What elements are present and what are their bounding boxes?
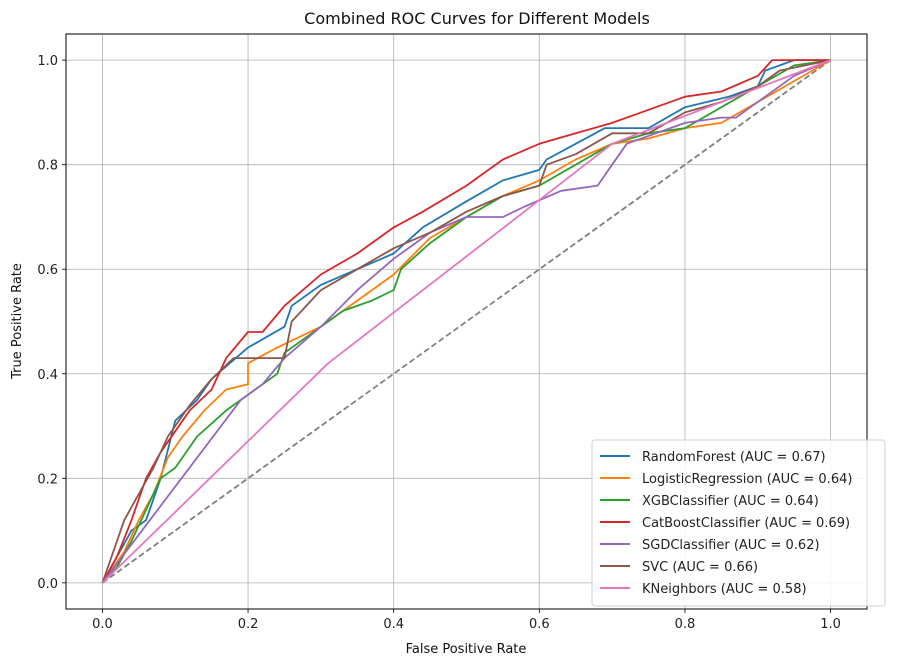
chart-title: Combined ROC Curves for Different Models	[304, 9, 650, 28]
y-tick-label: 0.6	[37, 263, 58, 278]
chance-diagonal-line	[101, 59, 832, 584]
series-lines	[101, 59, 832, 584]
y-tick-label: 0.0	[37, 577, 58, 592]
y-tick-label: 0.4	[37, 368, 58, 383]
x-tick-label: 0.6	[529, 617, 550, 632]
x-tick-label: 0.4	[383, 617, 404, 632]
series-line-sgdclassifier	[101, 59, 831, 584]
x-axis-label: False Positive Rate	[406, 642, 527, 657]
series-line-randomforest	[101, 59, 831, 584]
x-ticks: 0.0 0.2 0.4 0.6 0.8 1.0	[92, 609, 841, 632]
legend: RandomForest (AUC = 0.67) LogisticRegress…	[591, 439, 886, 607]
grid	[66, 34, 867, 609]
x-tick-label: 0.0	[92, 617, 113, 632]
y-axis-label: True Positive Rate	[10, 263, 25, 380]
legend-entry: KNeighbors (AUC = 0.58)	[642, 582, 807, 597]
y-ticks: 0.0 0.2 0.4 0.6 0.8 1.0	[37, 54, 66, 592]
series-line-xgbclassifier	[101, 59, 831, 584]
legend-entry: RandomForest (AUC = 0.67)	[642, 450, 826, 465]
x-tick-label: 0.2	[238, 617, 259, 632]
legend-entry: SGDClassifier (AUC = 0.62)	[642, 538, 820, 553]
chance-diagonal	[101, 59, 832, 584]
x-tick-label: 0.8	[675, 617, 696, 632]
series-line-catboostclassifier	[101, 59, 831, 584]
y-tick-label: 1.0	[37, 54, 58, 69]
y-tick-label: 0.8	[37, 159, 58, 174]
y-tick-label: 0.2	[37, 472, 58, 487]
legend-entry: SVC (AUC = 0.66)	[642, 560, 758, 575]
legend-entry: XGBClassifier (AUC = 0.64)	[642, 494, 819, 509]
series-line-kneighbors	[101, 59, 831, 584]
legend-box	[591, 439, 886, 607]
plot-frame	[65, 33, 868, 610]
legend-entry: CatBoostClassifier (AUC = 0.69)	[642, 516, 850, 531]
x-tick-label: 1.0	[820, 617, 841, 632]
legend-entry: LogisticRegression (AUC = 0.64)	[642, 472, 852, 487]
